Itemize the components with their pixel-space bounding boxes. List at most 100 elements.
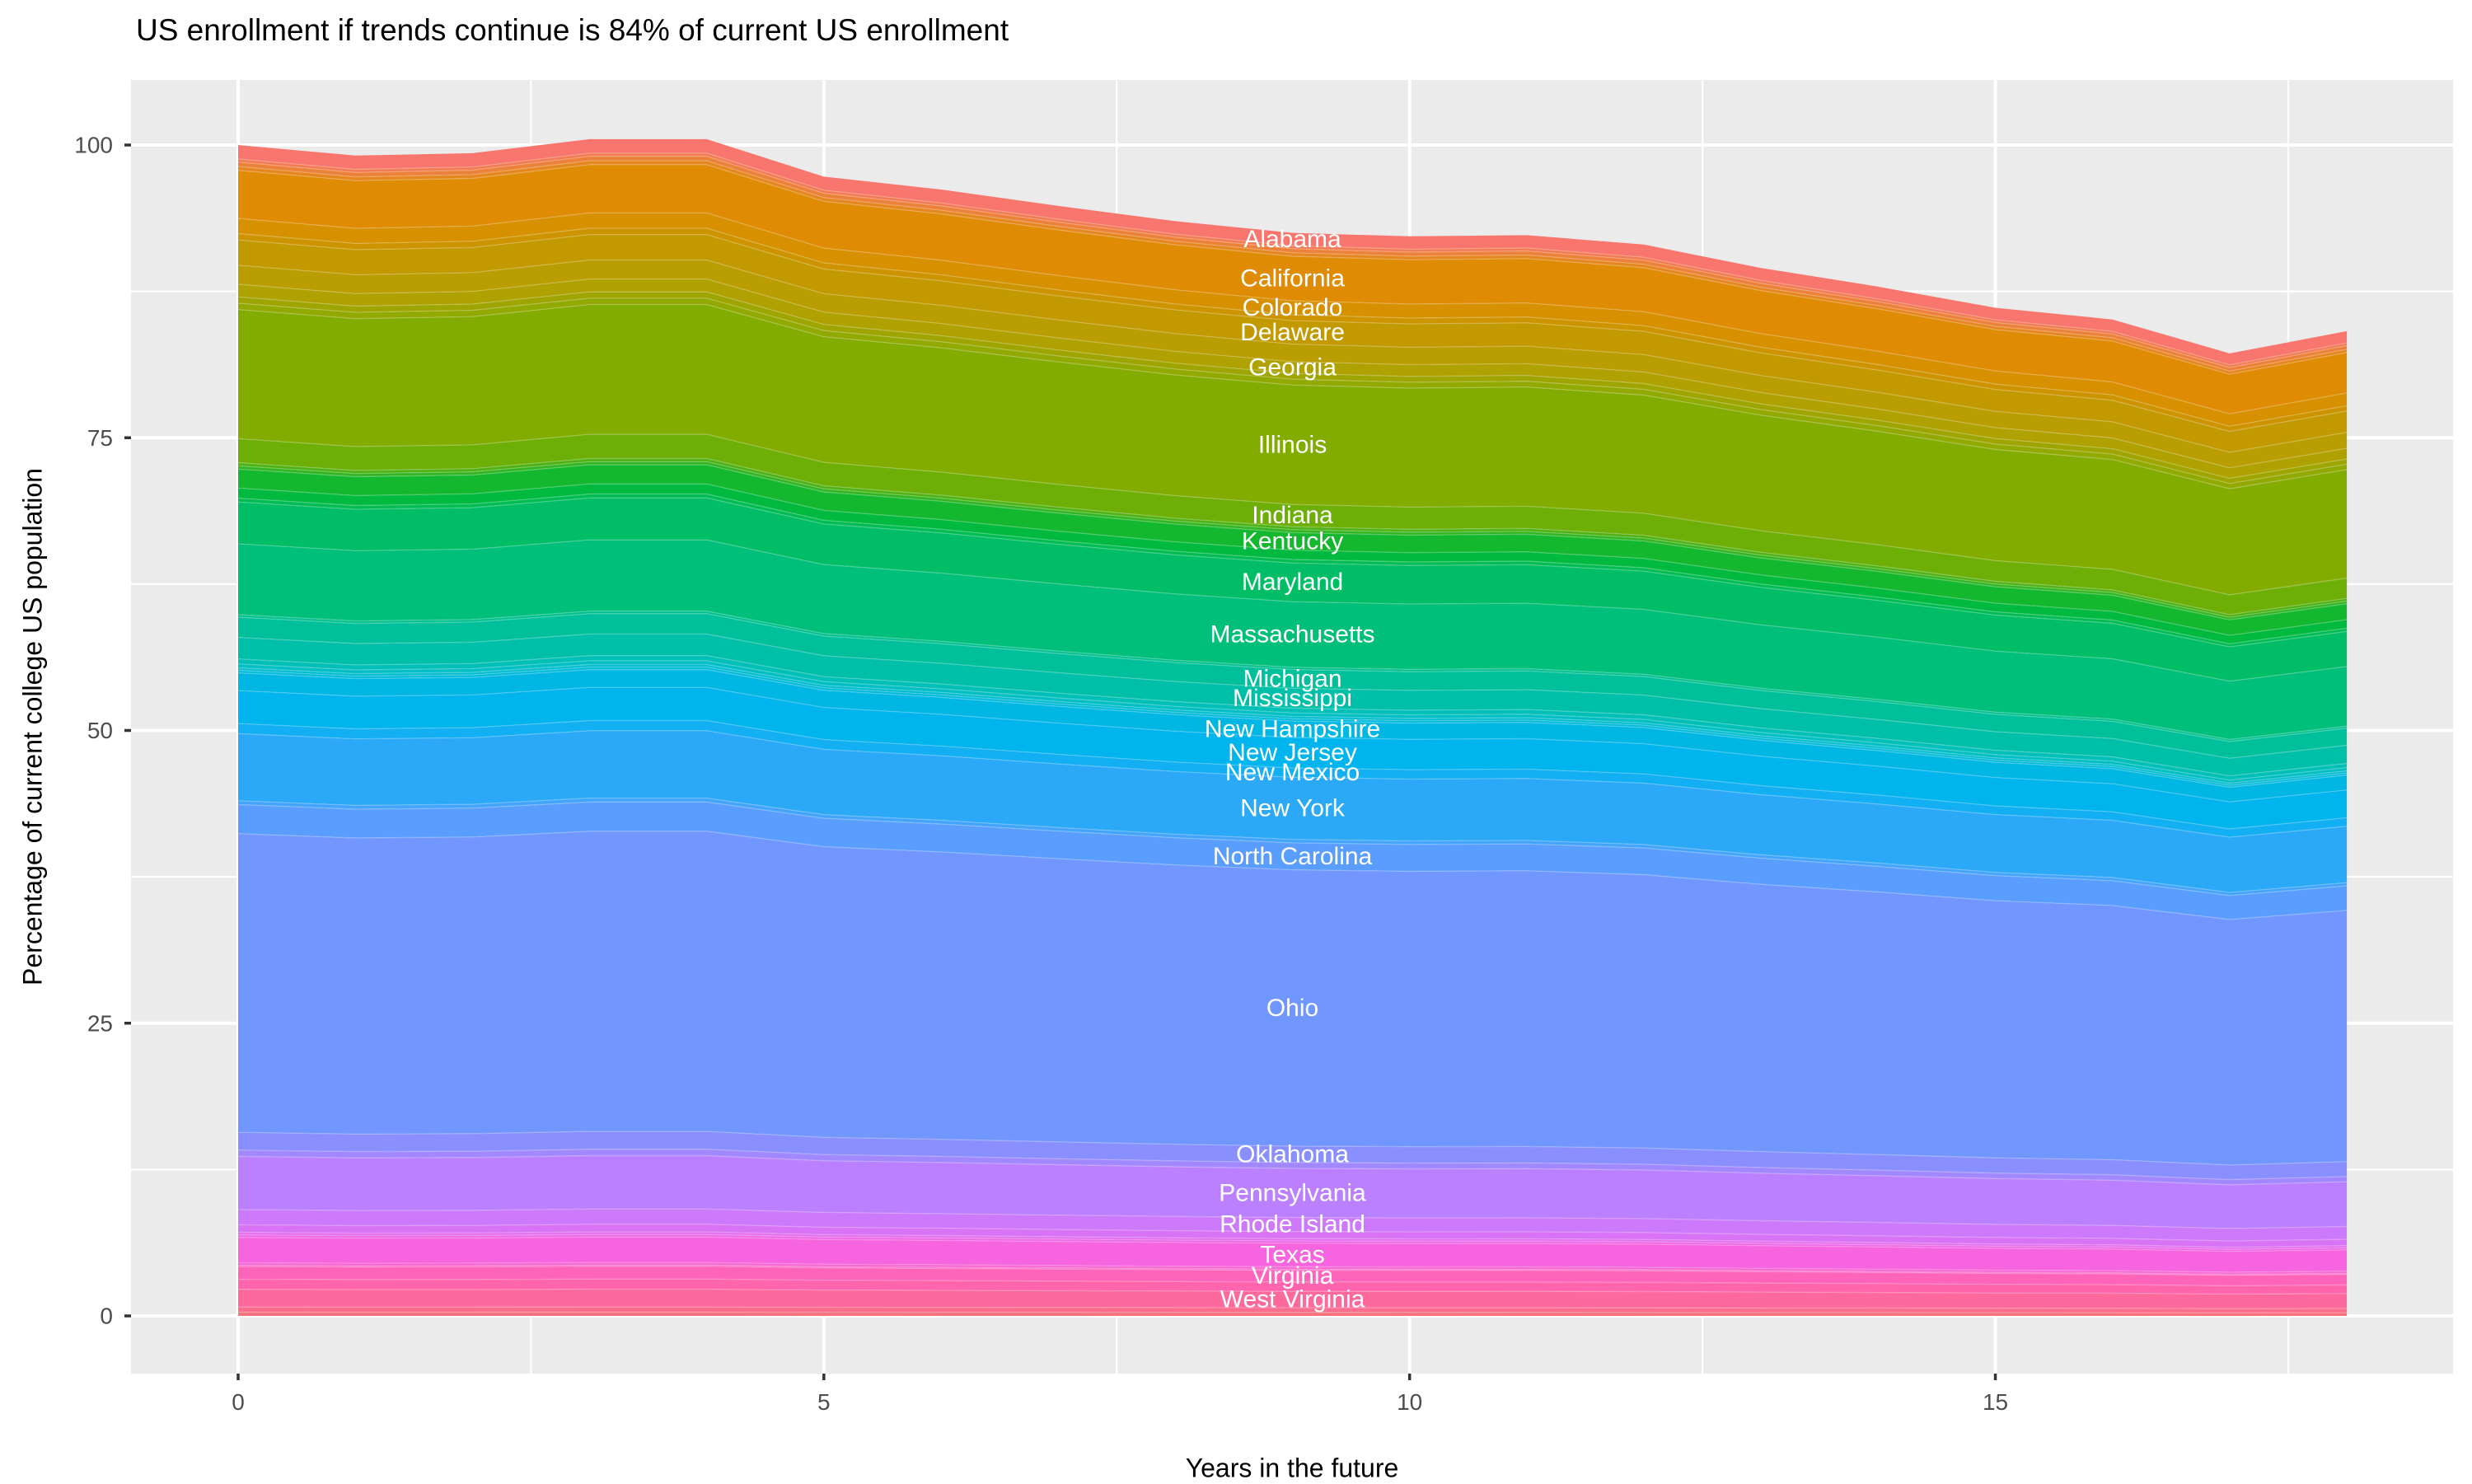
band-boundary (237, 1234, 2348, 1250)
area-band-delaware (238, 234, 2348, 452)
area-band-south-carolina (238, 1224, 2348, 1248)
state-label-new-mexico: New Mexico (1225, 759, 1360, 786)
band-boundary (237, 686, 2348, 803)
band-boundary (237, 663, 2348, 784)
state-label-alabama: Alabama (1243, 226, 1341, 253)
band-boundary (237, 1262, 2348, 1273)
band-boundary (237, 464, 2348, 620)
state-label-new-york: New York (1240, 794, 1346, 822)
area-band-wyoming (238, 1312, 2348, 1316)
area-band-wisconsin (238, 1307, 2348, 1313)
x-axis-title: Years in the future (1185, 1453, 1399, 1483)
state-label-virginia: Virginia (1252, 1262, 1334, 1290)
band-boundary (237, 152, 2348, 366)
band-boundary (237, 227, 2348, 428)
x-tick-label: 5 (817, 1389, 831, 1415)
state-label-indiana: Indiana (1252, 502, 1333, 529)
area-band-new-jersey (238, 687, 2348, 829)
band-boundary (237, 666, 2348, 786)
area-bands (237, 138, 2348, 1316)
area-band-north-dakota (238, 798, 2348, 896)
axis-tick-labels: 0 5 10 15 0 25 50 75 100 (74, 133, 2008, 1416)
band-boundary (238, 1311, 2348, 1313)
band-boundary (237, 730, 2348, 838)
state-label-massachusetts: Massachusetts (1210, 620, 1374, 648)
area-band-new-york (238, 730, 2348, 893)
area-band-texas (238, 1237, 2348, 1272)
band-boundary (237, 1231, 2348, 1248)
band-boundary (237, 493, 2348, 645)
state-label-illinois: Illinois (1258, 431, 1327, 458)
band-boundary (237, 433, 2348, 596)
state-label-mississippi: Mississippi (1233, 685, 1352, 712)
area-band-vermont (238, 1265, 2348, 1276)
band-boundary (237, 212, 2348, 414)
band-boundary (237, 160, 2348, 372)
band-boundary (237, 297, 2348, 485)
area-band-south-dakota (238, 1232, 2348, 1250)
area-band-missouri (238, 655, 2348, 780)
area-band-virginia (238, 1266, 2348, 1286)
state-label-texas: Texas (1260, 1242, 1324, 1269)
area-band-pennsylvania (238, 1155, 2348, 1229)
band-boundary (237, 461, 2348, 618)
area-band-maryland (238, 498, 2348, 681)
band-boundary (237, 155, 2348, 368)
area-band-rhode-island (238, 1209, 2348, 1242)
band-boundary (237, 1208, 2348, 1229)
state-label-pennsylvania: Pennsylvania (1219, 1179, 1366, 1206)
state-label-ohio: Ohio (1266, 995, 1318, 1022)
band-boundary (237, 1148, 2348, 1181)
area-band-tennessee (238, 1234, 2348, 1252)
band-boundary (237, 801, 2348, 896)
x-tick-label: 15 (1983, 1389, 2008, 1415)
band-boundary (237, 497, 2348, 648)
band-boundary (237, 1278, 2348, 1287)
band-boundary (237, 660, 2348, 781)
area-band-california (238, 164, 2348, 414)
y-tick-label: 100 (74, 133, 113, 158)
band-boundary (237, 1236, 2348, 1252)
band-boundary (237, 669, 2348, 789)
state-label-rhode-island: Rhode Island (1220, 1211, 1365, 1238)
band-boundary (237, 1306, 2348, 1309)
band-boundary (237, 655, 2348, 777)
state-label-california: California (1240, 264, 1345, 292)
area-band-louisiana (238, 484, 2348, 644)
band-boundary (237, 259, 2348, 453)
area-band-washington (238, 1279, 2348, 1294)
area-band-utah (238, 1262, 2348, 1275)
band-boundary (237, 797, 2348, 893)
y-tick-label: 0 (100, 1304, 113, 1329)
area-band-oklahoma (238, 1131, 2348, 1180)
band-boundary (237, 164, 2348, 375)
area-band-alabama (238, 138, 2348, 365)
band-boundary (237, 457, 2348, 616)
band-boundary (237, 1264, 2348, 1276)
x-tick-label: 0 (232, 1389, 245, 1415)
band-boundary (237, 234, 2348, 433)
band-boundary (237, 483, 2348, 636)
band-boundary (237, 613, 2348, 742)
area-band-illinois (238, 304, 2348, 595)
area-band-indiana (238, 434, 2348, 615)
band-boundary (237, 633, 2348, 759)
state-label-delaware: Delaware (1240, 319, 1345, 346)
state-label-west-virginia: West Virginia (1220, 1286, 1365, 1313)
band-boundary (237, 1266, 2348, 1276)
band-boundary (237, 539, 2348, 682)
band-boundary (237, 719, 2348, 830)
y-tick-label: 25 (87, 1010, 113, 1036)
band-boundary (237, 831, 2348, 920)
band-boundary (237, 1131, 2348, 1166)
state-label-michigan: Michigan (1243, 665, 1341, 692)
area-band-ohio (238, 831, 2348, 1165)
area-band-kentucky (238, 465, 2348, 636)
area-band-new-hampshire (238, 669, 2348, 803)
state-label-colorado: Colorado (1243, 294, 1343, 321)
band-boundary (237, 1224, 2348, 1242)
state-label-new-jersey: New Jersey (1228, 739, 1357, 766)
